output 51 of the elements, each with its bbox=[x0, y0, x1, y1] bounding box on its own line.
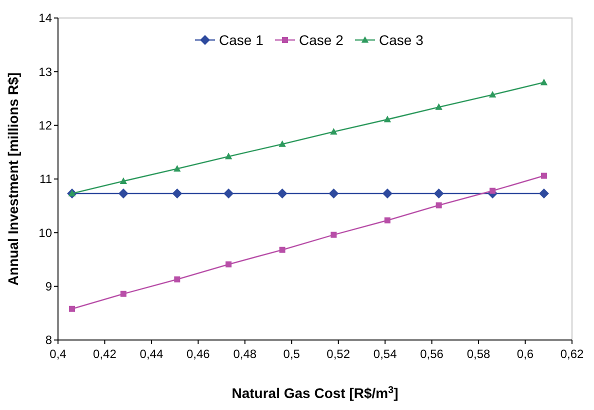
x-tick-label: 0,46 bbox=[186, 347, 210, 361]
point bbox=[435, 103, 442, 110]
point bbox=[174, 276, 180, 282]
x-axis-title: Natural Gas Cost [R$/m$^{3}$] bbox=[232, 384, 398, 401]
point bbox=[172, 188, 182, 198]
point bbox=[328, 188, 339, 198]
y-tick-label: 12 bbox=[38, 118, 52, 133]
point bbox=[384, 217, 390, 224]
point bbox=[120, 290, 126, 297]
point bbox=[436, 202, 442, 208]
point bbox=[278, 140, 286, 147]
y-tick-label: 11 bbox=[40, 172, 52, 186]
x-tick-label: 0,44 bbox=[140, 347, 164, 361]
point bbox=[120, 177, 128, 184]
legend-label: Case 3 bbox=[379, 32, 424, 48]
point bbox=[330, 232, 337, 238]
point bbox=[174, 165, 181, 172]
x-tick-label: 0,5 bbox=[283, 347, 300, 361]
y-tick-label: 8 bbox=[45, 333, 52, 348]
y-tick-label: 9 bbox=[45, 280, 52, 294]
point bbox=[382, 188, 392, 198]
x-tick-label: 0,58 bbox=[466, 347, 491, 361]
x-tick-label: 0,52 bbox=[326, 347, 350, 361]
legend-label: Case 1 bbox=[219, 32, 264, 48]
point bbox=[279, 246, 286, 253]
point bbox=[540, 172, 547, 179]
point bbox=[118, 188, 128, 198]
y-axis-title: Annual Investment [millions R$] bbox=[5, 72, 21, 286]
point bbox=[384, 116, 392, 122]
x-tick-label: 0,62 bbox=[560, 347, 584, 361]
point bbox=[224, 152, 232, 160]
point bbox=[434, 188, 444, 198]
x-tick-label: 0,6 bbox=[516, 347, 534, 361]
x-tick-label: 0,56 bbox=[420, 347, 444, 361]
y-tick-label: 10 bbox=[38, 226, 52, 240]
point bbox=[330, 128, 338, 135]
point bbox=[540, 78, 548, 86]
point bbox=[224, 188, 234, 198]
x-tick-label: 0,4 bbox=[50, 347, 67, 361]
point bbox=[226, 261, 232, 268]
y-tick-label: 14 bbox=[38, 11, 52, 26]
legend-label: Case 2 bbox=[299, 32, 344, 48]
point bbox=[490, 188, 496, 194]
point bbox=[277, 188, 288, 198]
point bbox=[538, 188, 549, 198]
point bbox=[69, 306, 76, 312]
x-tick-label: 0,54 bbox=[373, 347, 398, 361]
y-tick-label: 13 bbox=[38, 64, 52, 79]
x-tick-label: 0,42 bbox=[93, 347, 117, 361]
x-tick-label: 0,48 bbox=[233, 347, 257, 361]
point bbox=[488, 90, 496, 98]
